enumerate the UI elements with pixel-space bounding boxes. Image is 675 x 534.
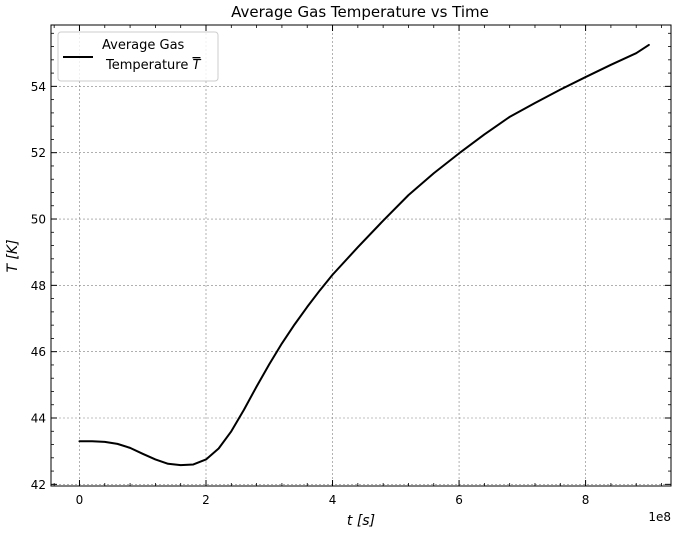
series-layer	[78, 43, 650, 467]
y-tick-label: 42	[31, 478, 46, 492]
grid	[51, 25, 671, 486]
chart-title: Average Gas Temperature vs Time	[231, 3, 489, 21]
x-tick-label: 8	[582, 493, 590, 507]
legend: Average Gas Temperature T	[57, 31, 219, 82]
legend-label-line-1: Average Gas	[102, 38, 185, 53]
x-axis-label: t [s]	[347, 513, 375, 529]
y-tick-label: 46	[31, 345, 46, 359]
legend-label-line-2: Temperature T	[105, 58, 202, 73]
series-line-average-gas-temperature	[78, 43, 650, 467]
y-axis-label: T [K]	[5, 239, 21, 272]
legend-label-text: Temperature	[105, 58, 188, 73]
y-tick-label: 52	[31, 146, 46, 160]
plot-frame	[50, 24, 672, 487]
x-tick-label: 0	[76, 493, 84, 507]
y-tick-label: 50	[31, 213, 46, 227]
y-tick-label: 54	[31, 80, 46, 94]
legend-box	[57, 31, 219, 82]
x-tick-label: 4	[329, 493, 337, 507]
x-tick-label: 2	[202, 493, 210, 507]
legend-label-symbol: T	[193, 58, 202, 73]
x-offset-label: 1e8	[648, 510, 671, 524]
x-tick-label: 6	[455, 493, 463, 507]
y-tick-label: 48	[31, 279, 46, 293]
y-tick-label: 44	[31, 412, 46, 426]
